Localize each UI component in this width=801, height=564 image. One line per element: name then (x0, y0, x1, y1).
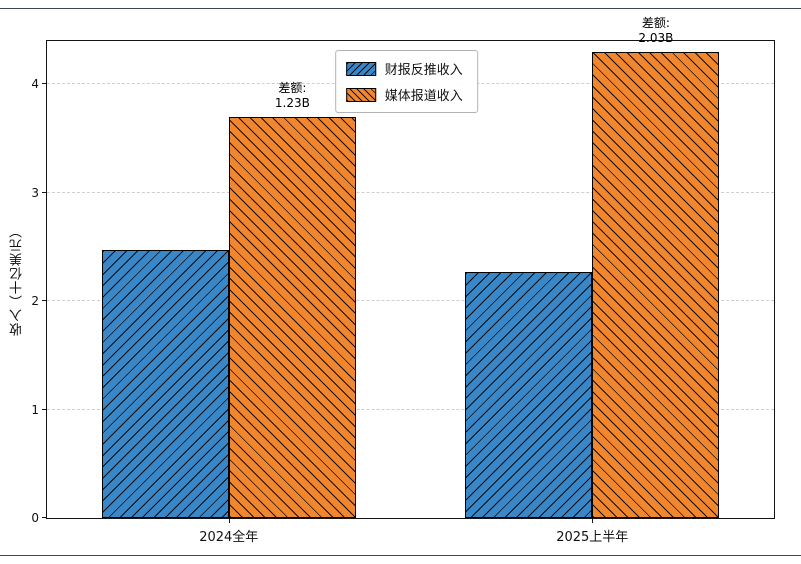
top-border-line (0, 8, 801, 9)
x-tick-mark (592, 518, 594, 523)
bottom-border-line (0, 555, 801, 556)
bar-1-1 (592, 51, 720, 518)
bar-1-0 (228, 116, 356, 518)
y-tick-mark (42, 191, 47, 193)
bar-annotation-0: 差额: 1.23B (274, 80, 310, 111)
legend-label-series-1: 媒体报道收入 (384, 89, 463, 104)
y-tick-mark (42, 83, 47, 85)
y-tick-label: 2 (31, 294, 39, 309)
legend-entry-series-1: 媒体报道收入 (345, 85, 463, 104)
gridline-y-1 (47, 408, 774, 410)
legend: 财报反推收入 媒体报道收入 (334, 50, 478, 113)
y-tick-label: 1 (31, 402, 39, 417)
y-axis-label: 收入（十亿美元） (10, 224, 25, 336)
y-tick-label: 3 (31, 185, 39, 200)
legend-swatch-series-0 (345, 61, 376, 76)
bar-annotation-1: 差额: 2.03B (638, 15, 674, 46)
y-tick-label: 4 (31, 77, 39, 92)
bar-0-0 (101, 250, 229, 518)
y-tick-mark (42, 408, 47, 410)
x-tick-label: 2024全年 (199, 530, 259, 545)
gridline-y-3 (47, 191, 774, 193)
gridline-y-2 (47, 300, 774, 302)
y-tick-mark (42, 517, 47, 518)
plot-area: 财报反推收入 媒体报道收入 0 1 2 3 4 2024全年 2025上半年 差额: 1.23… (31, 16, 775, 545)
y-tick-mark (42, 300, 47, 302)
x-tick-label: 2025上半年 (556, 530, 629, 545)
y-tick-label: 0 (31, 511, 39, 525)
legend-entry-series-0: 财报反推收入 (345, 59, 463, 78)
legend-swatch-series-1 (345, 87, 376, 102)
legend-label-series-0: 财报反推收入 (384, 63, 463, 78)
x-tick-mark (228, 518, 230, 523)
bar-0-1 (465, 271, 593, 518)
